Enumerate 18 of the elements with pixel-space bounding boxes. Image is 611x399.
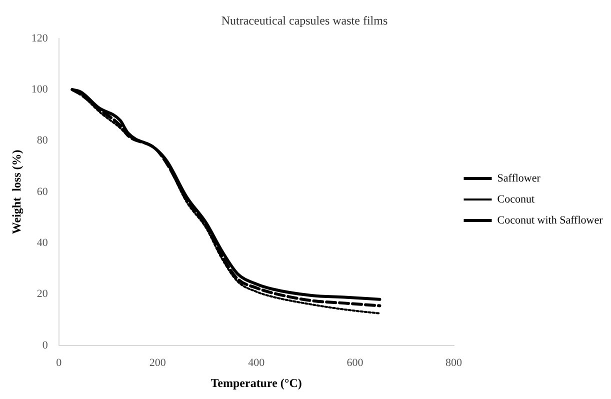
x-tick-label: 200 [149,356,166,369]
y-tick-label: 120 [31,32,48,44]
legend-label: Safflower [497,172,541,184]
x-tick-label: 0 [56,356,62,369]
legend-label: Coconut with Safflower [497,214,604,226]
y-tick-label: 20 [36,288,48,300]
y-tick-label: 80 [36,134,48,147]
y-axis-title: Weight loss (%) [9,150,24,234]
chart-title: Nutraceutical capsules waste films [221,13,388,28]
x-tick-label: 400 [248,356,266,369]
y-tick-label: 100 [31,83,48,96]
y-tick-label: 60 [36,186,48,198]
x-tick-label: 600 [346,356,364,369]
y-tick-label: 40 [36,236,48,249]
legend-label: Coconut [497,193,535,206]
x-tick-label: 800 [446,356,462,369]
x-axis-title: Temperature (°C) [210,376,302,390]
y-tick-label: 0 [42,339,48,352]
